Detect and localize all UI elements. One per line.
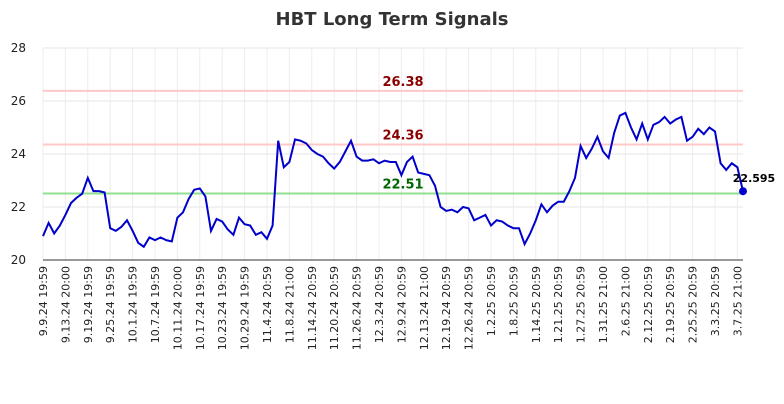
x-tick-label: 9.9.24 19:59	[37, 266, 50, 336]
x-tick-label: 2.12.25 20:59	[642, 266, 655, 343]
x-tick-label: 1.2.25 20:59	[485, 266, 498, 336]
x-tick-label: 1.31.25 21:00	[597, 266, 610, 343]
y-tick-label: 20	[11, 253, 26, 267]
x-tick-label: 10.7.24 19:59	[149, 266, 162, 343]
x-tick-label: 11.14.24 20:59	[306, 266, 319, 350]
x-tick-label: 12.9.24 20:59	[395, 266, 408, 343]
x-tick-label: 11.8.24 21:00	[283, 266, 296, 343]
reference-label: 24.36	[382, 128, 423, 143]
x-tick-label: 12.13.24 21:00	[418, 266, 431, 350]
x-tick-label: 3.3.25 20:59	[709, 266, 722, 336]
x-tick-label: 10.17.24 19:59	[194, 266, 207, 350]
x-tick-label: 12.26.24 20:59	[463, 266, 476, 350]
last-value-label: 22.595	[733, 172, 775, 185]
x-tick-label: 2.6.25 21:00	[619, 266, 632, 336]
x-tick-label: 2.25.25 20:59	[687, 266, 700, 343]
x-tick-label: 12.19.24 20:59	[440, 266, 453, 350]
y-tick-label: 24	[11, 147, 26, 161]
x-tick-label: 3.7.25 21:00	[731, 266, 744, 336]
x-tick-label: 11.26.24 20:59	[351, 266, 364, 350]
y-tick-label: 22	[11, 200, 26, 214]
x-tick-label: 1.21.25 20:59	[552, 266, 565, 343]
chart-title: HBT Long Term Signals	[276, 9, 509, 30]
x-tick-label: 11.4.24 20:59	[261, 266, 274, 343]
reference-label: 22.51	[382, 177, 423, 192]
x-tick-label: 10.11.24 20:00	[171, 266, 184, 350]
x-tick-label: 9.13.24 20:00	[59, 266, 72, 343]
x-tick-label: 9.19.24 19:59	[82, 266, 95, 343]
x-tick-label: 10.29.24 19:59	[239, 266, 252, 350]
x-tick-label: 2.19.25 20:59	[664, 266, 677, 343]
line	[42, 111, 744, 249]
x-tick-label: 1.27.25 20:59	[575, 266, 588, 343]
x-tick-label: 1.14.25 20:59	[530, 266, 543, 343]
x-tick-label: 10.1.24 19:59	[127, 266, 140, 343]
reference-label: 26.38	[382, 75, 423, 90]
y-tick-label: 26	[11, 94, 26, 108]
x-tick-label: 11.20.24 20:59	[328, 266, 341, 350]
x-tick-label: 1.8.25 20:59	[507, 266, 520, 336]
x-tick-label: 9.25.24 19:59	[104, 266, 117, 343]
y-tick-label: 28	[11, 41, 26, 55]
x-tick-label: 10.23.24 19:59	[216, 266, 229, 350]
last-point	[739, 187, 747, 196]
x-tick-label: 12.3.24 20:59	[373, 266, 386, 343]
